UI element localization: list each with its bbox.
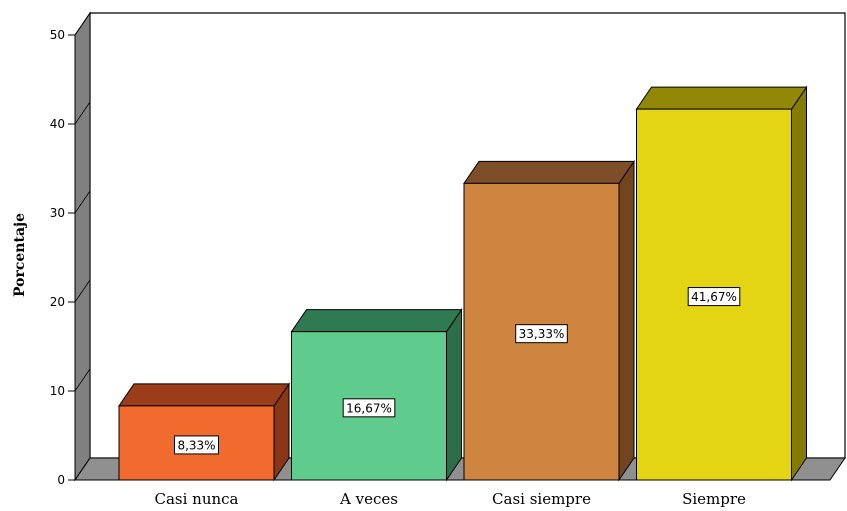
y-axis-title: Porcentaje <box>12 213 28 297</box>
x-axis: Casi nunca A veces Casi siempre Siempre <box>75 479 830 508</box>
bar: 41,67% <box>635 85 808 482</box>
category-label: A veces <box>339 490 398 508</box>
y-tick-wall-line <box>74 101 91 125</box>
y-tick-label: 30 <box>50 206 65 220</box>
category-label: Siempre <box>682 490 746 508</box>
y-tick-label: 10 <box>50 384 65 398</box>
data-label-box <box>342 398 396 418</box>
bar-top <box>463 160 635 184</box>
y-tick-label: 50 <box>50 28 65 42</box>
data-label: 16,67% <box>346 401 392 415</box>
data-label: 41,67% <box>691 290 737 304</box>
data-label-box <box>515 324 568 344</box>
data-label: 33,33% <box>519 327 565 341</box>
category-label: Casi nunca <box>154 490 238 508</box>
bar: 33,33% <box>463 159 635 482</box>
y-tick-label: 40 <box>50 117 65 131</box>
bar-top <box>290 309 463 333</box>
bar-side <box>446 308 462 482</box>
y-tick-wall-line <box>74 279 91 303</box>
y-tick-wall-line <box>74 12 91 36</box>
y-tick-wall-line <box>74 457 91 481</box>
bar: 8,33% <box>118 382 290 482</box>
bar-top <box>118 383 290 407</box>
data-label: 8,33% <box>177 438 215 452</box>
bars: 8,33% 16,67% 33,33% 41,67% <box>118 85 808 482</box>
bar-side <box>791 85 807 482</box>
y-tick-label: 20 <box>50 295 65 309</box>
y-tick-wall-line <box>74 190 91 214</box>
left-wall <box>74 11 91 482</box>
category-label: Casi siempre <box>492 490 591 508</box>
data-label-box <box>687 287 741 307</box>
bar-top <box>635 86 808 110</box>
bar: 16,67% <box>290 308 463 482</box>
bar-side <box>618 159 635 482</box>
data-label-box <box>174 435 219 455</box>
y-tick-wall-line <box>74 368 91 392</box>
y-axis: 0 10 20 30 40 50 <box>50 12 91 487</box>
y-tick-label: 0 <box>57 473 65 487</box>
